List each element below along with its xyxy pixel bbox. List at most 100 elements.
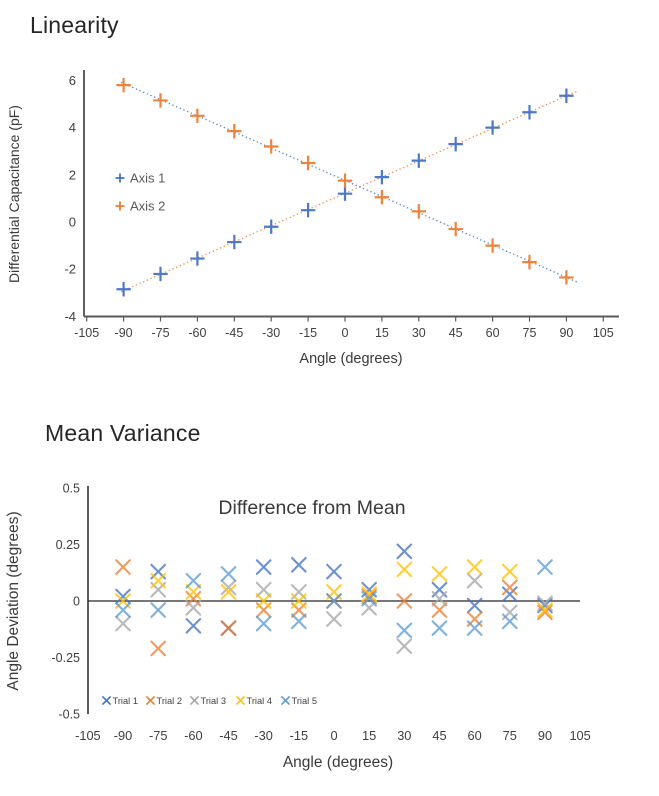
x-marker: [150, 640, 167, 657]
x-marker: [255, 593, 272, 609]
x-marker: [150, 572, 167, 589]
x-marker: [431, 602, 448, 618]
x-tick-label: 75: [503, 728, 517, 743]
x-tick-label: 60: [468, 728, 482, 743]
x-tick-label: 105: [593, 326, 614, 340]
linearity-legend: Axis 1 Axis 2: [115, 171, 165, 214]
x-tick-label: -15: [290, 728, 309, 743]
plus-marker: [411, 153, 426, 168]
y-tick-label: -2: [64, 262, 76, 277]
x-marker: [537, 602, 553, 618]
plus-marker: [116, 77, 131, 93]
x-marker: [537, 595, 553, 612]
y-tick-label: -0.25: [52, 651, 81, 665]
plus-marker: [448, 221, 463, 237]
x-marker: [396, 561, 413, 578]
y-tick-label: -0.5: [58, 708, 80, 722]
plus-marker: [190, 251, 205, 266]
x-tick-label: -90: [115, 326, 133, 340]
y-tick-label: 2: [69, 167, 76, 182]
x-marker: [537, 559, 553, 575]
x-tick-label: -105: [74, 326, 99, 340]
x-marker: [501, 563, 518, 580]
plus-marker: [337, 173, 353, 188]
x-marker: [220, 584, 237, 600]
y-axis-title: Angle Deviation (degrees): [5, 511, 22, 690]
y-tick-label: 4: [69, 120, 76, 135]
x-marker: [326, 593, 342, 609]
x-tick-label: 30: [412, 326, 426, 340]
x-marker: [220, 566, 237, 582]
x-tick-label: -45: [225, 326, 243, 340]
plus-marker: [559, 88, 574, 103]
y-tick-label: -4: [64, 309, 76, 324]
x-marker: [361, 588, 378, 605]
x-marker: [185, 599, 202, 616]
x-marker: [396, 593, 413, 609]
x-marker: [220, 620, 237, 636]
x-tick-label: -60: [184, 728, 203, 743]
x-marker: [115, 588, 131, 605]
x-tick-label: 60: [486, 326, 500, 340]
plus-marker: [411, 204, 426, 219]
x-marker: [466, 597, 483, 614]
x-marker: [115, 559, 131, 575]
plus-marker: [116, 282, 131, 297]
x-tick-label: -75: [151, 326, 169, 340]
series-trial-3: [115, 572, 553, 655]
x-marker: [185, 618, 202, 634]
y-tick-label: 0.25: [56, 538, 80, 552]
x-tick-label: -60: [188, 326, 206, 340]
x-marker: [431, 566, 448, 582]
linearity-chart: -105 -90 -75 -60 -45 -30 -15 0 15 30 45 60 75 90 105 6 4…: [6, 70, 619, 367]
series-trial-1: [115, 543, 553, 636]
trendline-axis-2: [120, 81, 579, 284]
plus-marker: [190, 108, 205, 123]
x-marker: [326, 611, 342, 627]
y-tick-label: 6: [69, 73, 76, 88]
trendline-axis-1: [120, 89, 579, 293]
x-tick-label: 75: [523, 326, 537, 340]
x-tick-label: 105: [569, 728, 590, 743]
x-tick-label: 0: [330, 728, 337, 743]
x-tick-label: -105: [75, 728, 101, 743]
legend-x-icon: [281, 696, 290, 705]
x-marker: [150, 602, 167, 618]
x-marker: [431, 620, 448, 636]
plus-marker: [522, 254, 537, 270]
series-axis-1: [116, 88, 574, 297]
legend-label: Trial 5: [292, 696, 318, 706]
x-marker: [361, 590, 378, 607]
y-tick-label: 0: [69, 215, 76, 230]
plus-marker: [374, 169, 390, 185]
x-marker: [396, 638, 413, 655]
legend-x-icon: [190, 696, 199, 705]
legend-label: Axis 2: [130, 199, 165, 214]
x-marker: [501, 579, 518, 596]
x-marker: [255, 615, 272, 632]
legend-label: Trial 1: [113, 696, 139, 706]
plus-marker: [227, 234, 242, 250]
plus-marker: [522, 105, 537, 120]
x-marker: [290, 613, 307, 630]
x-marker: [255, 559, 272, 575]
legend-label: Axis 1: [130, 171, 165, 186]
plus-marker: [264, 139, 279, 154]
plus-marker: [153, 266, 168, 282]
x-tick-label: 15: [375, 326, 389, 340]
x-marker: [431, 590, 448, 607]
y-axis-title: Differential Capacitance (pF): [6, 105, 22, 283]
legend-label: Trial 3: [201, 696, 227, 706]
mean-variance-chart: Difference from Mean 0.5 0.25 0 -0.25 -0.5 -10…: [5, 482, 591, 772]
plus-marker: [337, 186, 353, 201]
x-marker: [501, 586, 518, 603]
x-tick-label: -30: [254, 728, 273, 743]
x-marker: [326, 563, 342, 580]
y-tick-label: 0.5: [63, 482, 80, 496]
plus-marker: [300, 155, 316, 171]
x-marker: [466, 559, 483, 575]
plus-marker: [374, 190, 390, 205]
legend-plus-icon: [115, 201, 125, 211]
x-marker: [220, 579, 237, 596]
